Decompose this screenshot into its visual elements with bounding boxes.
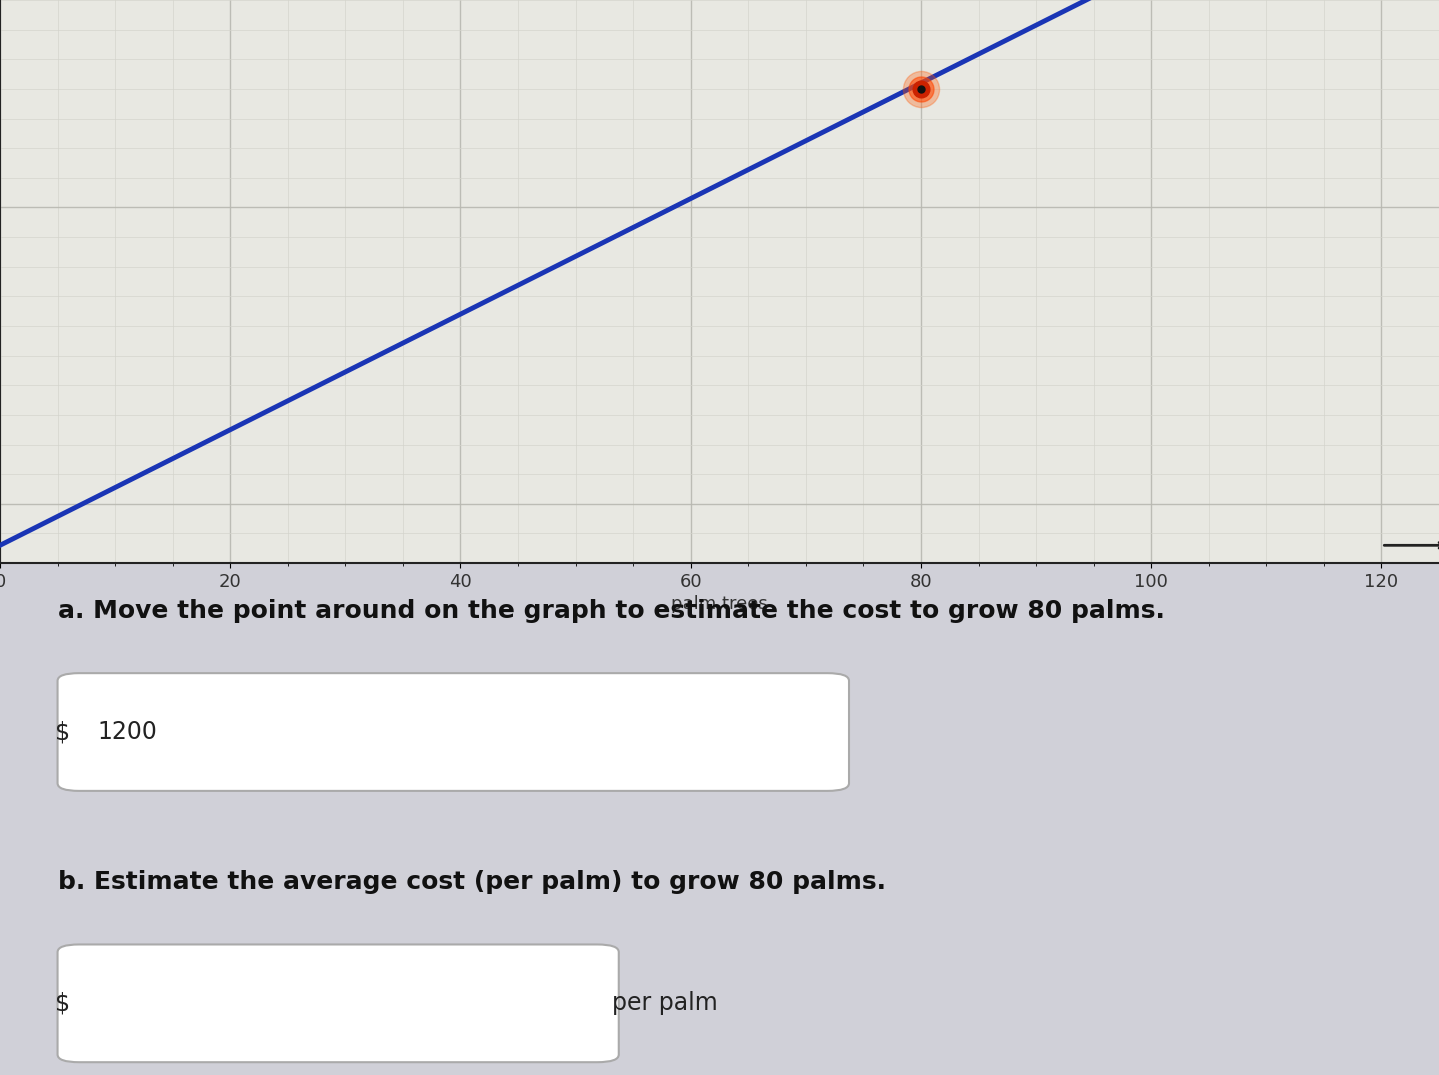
Text: b. Estimate the average cost (per palm) to grow 80 palms.: b. Estimate the average cost (per palm) … bbox=[58, 871, 885, 894]
FancyBboxPatch shape bbox=[58, 673, 849, 791]
X-axis label: palm trees: palm trees bbox=[671, 594, 768, 613]
Text: per palm: per palm bbox=[612, 991, 717, 1015]
FancyBboxPatch shape bbox=[58, 945, 619, 1062]
Text: $: $ bbox=[55, 991, 71, 1015]
Text: a. Move the point around on the graph to estimate the cost to grow 80 palms.: a. Move the point around on the graph to… bbox=[58, 599, 1164, 622]
Text: $: $ bbox=[55, 720, 71, 744]
Text: 1200: 1200 bbox=[98, 720, 158, 744]
